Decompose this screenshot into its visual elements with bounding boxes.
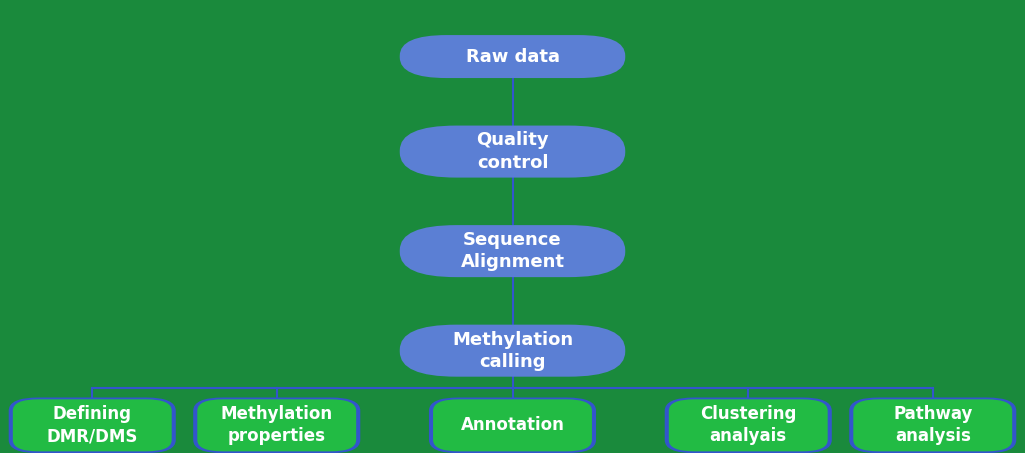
FancyBboxPatch shape <box>197 399 357 451</box>
FancyBboxPatch shape <box>400 35 625 78</box>
FancyBboxPatch shape <box>400 125 625 178</box>
Text: Annotation: Annotation <box>460 416 565 434</box>
FancyBboxPatch shape <box>428 397 597 453</box>
FancyBboxPatch shape <box>853 399 1013 451</box>
FancyBboxPatch shape <box>193 397 361 453</box>
Text: Quality
control: Quality control <box>477 131 548 172</box>
Text: Defining
DMR/DMS: Defining DMR/DMS <box>46 405 138 445</box>
Text: Sequence
Alignment: Sequence Alignment <box>460 231 565 271</box>
Text: Methylation
calling: Methylation calling <box>452 331 573 371</box>
FancyBboxPatch shape <box>8 397 176 453</box>
Text: Raw data: Raw data <box>465 48 560 66</box>
FancyBboxPatch shape <box>433 399 592 451</box>
FancyBboxPatch shape <box>12 399 171 451</box>
FancyBboxPatch shape <box>849 397 1017 453</box>
Text: Methylation
properties: Methylation properties <box>220 405 333 445</box>
FancyBboxPatch shape <box>400 325 625 377</box>
FancyBboxPatch shape <box>400 225 625 277</box>
Text: Pathway
analysis: Pathway analysis <box>893 405 973 445</box>
FancyBboxPatch shape <box>668 399 828 451</box>
FancyBboxPatch shape <box>664 397 832 453</box>
Text: Clustering
analyais: Clustering analyais <box>700 405 796 445</box>
